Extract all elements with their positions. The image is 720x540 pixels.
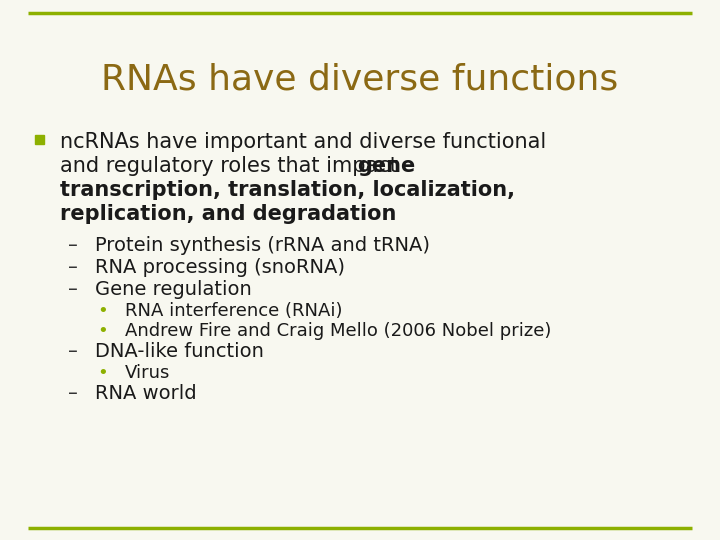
Text: and regulatory roles that impact: and regulatory roles that impact (60, 156, 405, 176)
Text: RNA world: RNA world (95, 384, 197, 403)
Text: Andrew Fire and Craig Mello (2006 Nobel prize): Andrew Fire and Craig Mello (2006 Nobel … (125, 322, 552, 340)
Text: –: – (68, 258, 78, 277)
Text: RNA interference (RNAi): RNA interference (RNAi) (125, 302, 343, 320)
Text: gene: gene (357, 156, 415, 176)
Text: DNA-like function: DNA-like function (95, 342, 264, 361)
Text: RNA processing (snoRNA): RNA processing (snoRNA) (95, 258, 345, 277)
Text: –: – (68, 236, 78, 255)
Text: Protein synthesis (rRNA and tRNA): Protein synthesis (rRNA and tRNA) (95, 236, 430, 255)
Text: Gene regulation: Gene regulation (95, 280, 252, 299)
Text: ncRNAs have important and diverse functional: ncRNAs have important and diverse functi… (60, 132, 546, 152)
Text: RNAs have diverse functions: RNAs have diverse functions (102, 62, 618, 96)
Text: transcription, translation, localization,: transcription, translation, localization… (60, 180, 515, 200)
Text: •: • (97, 302, 108, 320)
Bar (35, 134, 44, 144)
Text: replication, and degradation: replication, and degradation (60, 204, 397, 224)
Text: Virus: Virus (125, 364, 171, 382)
Text: •: • (97, 322, 108, 340)
Text: –: – (68, 280, 78, 299)
Text: •: • (97, 364, 108, 382)
Text: –: – (68, 384, 78, 403)
Text: –: – (68, 342, 78, 361)
